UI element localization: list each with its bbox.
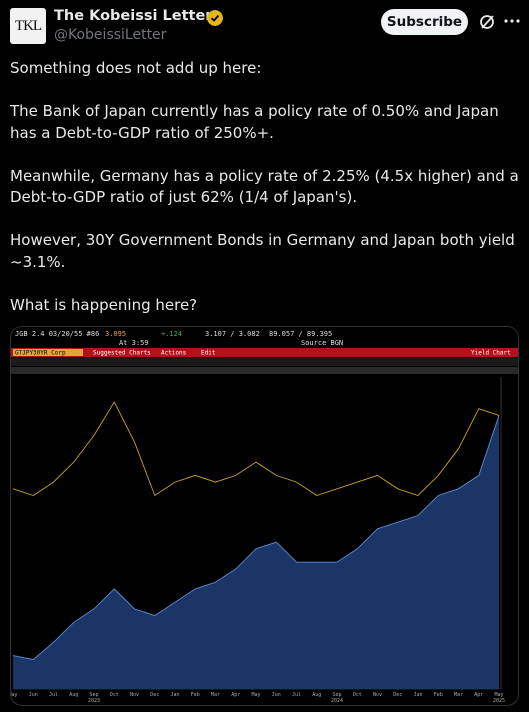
x-tick-label: Mar	[454, 692, 463, 698]
x-tick-label: Feb	[191, 692, 200, 698]
verified-badge	[207, 10, 223, 26]
x-tick-label: Oct	[353, 692, 362, 698]
x-tick-label: Oct	[110, 692, 119, 698]
year-label: 2025	[493, 698, 505, 704]
avatar[interactable]: TKL	[10, 8, 46, 44]
x-tick-label: May	[251, 692, 260, 698]
author-handle[interactable]: @KobeissiLetter	[54, 27, 167, 43]
paragraph: Meanwhile, Germany has a policy rate of …	[10, 166, 519, 207]
paragraph: Something does not add up here:	[10, 59, 262, 77]
grok-icon[interactable]	[478, 13, 496, 31]
line	[12, 415, 500, 661]
x-tick-label: Aug	[69, 692, 78, 698]
x-tick-label: Apr	[231, 692, 240, 698]
x-tick-label: Mar	[211, 692, 220, 698]
ticker-box	[13, 349, 83, 356]
post-image[interactable]: JGB 2.4 03/20/55 #86 3.095 +.124 3.107 /…	[10, 326, 519, 706]
toolbar	[11, 367, 518, 374]
paragraph: However, 30Y Government Bonds in Germany…	[10, 231, 515, 271]
x-tick-label: Dec	[150, 692, 159, 698]
author-name[interactable]: The Kobeissi Letter	[54, 8, 213, 24]
x-tick-label: Apr	[474, 692, 483, 698]
line	[12, 401, 500, 497]
source: Source BGN	[301, 339, 343, 347]
x-tick-label: Aug	[312, 692, 321, 698]
change: +.124	[161, 330, 182, 338]
x-tick-label: May	[11, 692, 18, 698]
ticker: GTJPY30YR Corp	[15, 350, 66, 357]
x-tick-label: Jun	[29, 692, 38, 698]
post-text: Something does not add up here: The Bank…	[10, 58, 522, 338]
x-tick-label: Feb	[434, 692, 443, 698]
price: 89.057 / 89.395	[269, 330, 332, 338]
x-tick-label: May	[494, 692, 503, 698]
paragraph: The Bank of Japan currently has a policy…	[10, 102, 499, 142]
subscribe-button[interactable]: Subscribe	[381, 9, 468, 35]
security: JGB 2.4 03/20/55 #86	[15, 330, 99, 338]
x-tick-label: Sep	[332, 692, 341, 698]
menu-bar	[11, 348, 518, 357]
x-tick-label: Jul	[292, 692, 301, 698]
x-tick-label: Sep	[89, 692, 98, 698]
toolbar	[11, 358, 518, 366]
x-tick-label: Jan	[170, 692, 179, 698]
x-tick-label: Jul	[49, 692, 58, 698]
menu: Suggested Charts	[93, 350, 151, 357]
more-button[interactable]	[503, 17, 521, 25]
x-tick-label: Jun	[272, 692, 281, 698]
menu: Actions	[161, 350, 187, 357]
year-label: 2023	[88, 698, 100, 704]
x-tick-label: Jan	[413, 692, 422, 698]
menu: Edit	[201, 350, 216, 357]
chart-name: Yield Chart	[471, 350, 511, 357]
paragraph: What is happening here?	[10, 295, 198, 314]
x-tick-label: Dec	[393, 692, 402, 698]
terminal-chart: JGB 2.4 03/20/55 #86 3.095 +.124 3.107 /…	[11, 327, 518, 704]
area	[13, 415, 499, 689]
x-tick-label: Nov	[130, 692, 139, 698]
last-price: 3.095	[105, 330, 126, 338]
year-label: 2024	[331, 698, 343, 704]
bid-ask: 3.107 / 3.082	[205, 330, 260, 338]
time: At 3:59	[119, 339, 149, 347]
x-tick-label: Nov	[373, 692, 382, 698]
